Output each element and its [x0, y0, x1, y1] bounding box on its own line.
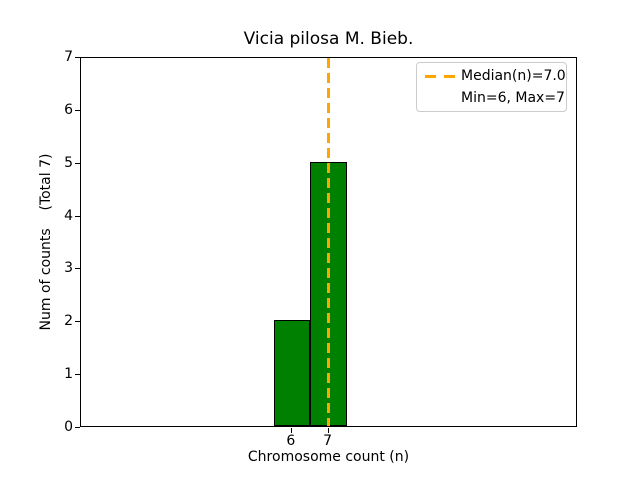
x-tick-mark-7: [327, 428, 329, 433]
y-tick-label-0: 0: [64, 419, 73, 435]
y-tick-mark-0: [75, 427, 80, 428]
chart-title: Vicia pilosa M. Bieb.: [243, 29, 414, 49]
histogram-bar-6: [273, 320, 311, 426]
legend: Median(n)=7.0 Min=6, Max=7: [416, 62, 567, 112]
legend-label-median: Median(n)=7.0: [461, 68, 566, 84]
y-tick-mark-4: [75, 215, 80, 217]
median-line: [327, 58, 331, 426]
y-tick-label-6: 6: [64, 101, 73, 118]
y-axis-label: Num of counts (Total 7): [38, 153, 54, 331]
y-tick-mark-7: [75, 57, 80, 58]
y-tick-label-5: 5: [64, 154, 73, 171]
y-tick-label-2: 2: [64, 313, 73, 330]
x-tick-mark-6: [290, 428, 292, 433]
y-tick-mark-2: [75, 321, 80, 323]
median-dashed-line-swatch: [425, 74, 455, 78]
x-tick-label-7: 7: [323, 433, 333, 449]
y-tick-label-3: 3: [64, 260, 73, 277]
y-tick-mark-1: [75, 374, 80, 376]
y-tick-label-7: 7: [64, 49, 73, 65]
legend-entry-median: Median(n)=7.0: [417, 65, 566, 87]
y-tick-label-4: 4: [64, 207, 73, 224]
y-tick-mark-5: [75, 162, 80, 164]
x-tick-label-6: 6: [286, 433, 296, 449]
legend-label-minmax: Min=6, Max=7: [461, 90, 565, 106]
y-tick-mark-3: [75, 268, 80, 270]
plot-area: [80, 57, 577, 427]
y-tick-mark-6: [75, 109, 80, 111]
legend-empty-swatch: [425, 97, 455, 100]
y-tick-label-1: 1: [64, 366, 73, 383]
x-axis-label: Chromosome count (n): [247, 449, 410, 465]
legend-entry-minmax: Min=6, Max=7: [417, 87, 566, 109]
